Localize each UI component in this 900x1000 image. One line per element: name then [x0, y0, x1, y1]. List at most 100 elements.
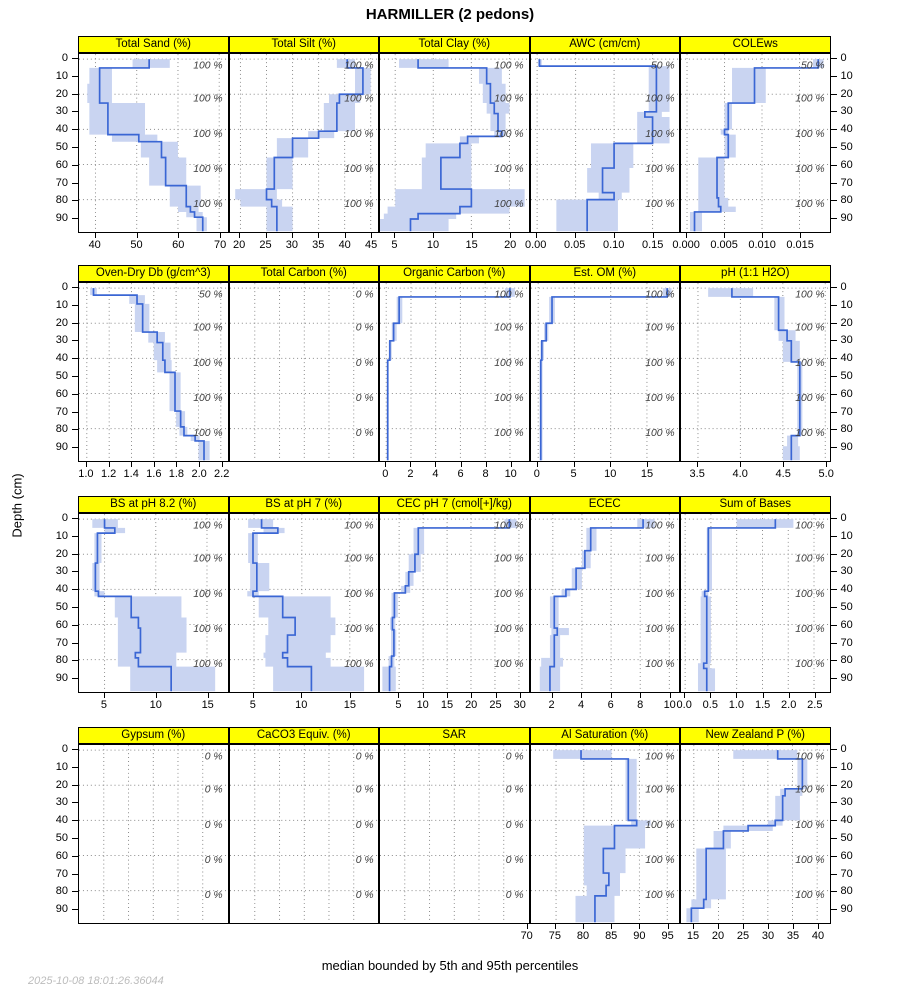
percentile-band: [539, 288, 672, 461]
depth-tick-label-right: 60: [840, 387, 853, 400]
depth-tick-label-left: 40: [55, 352, 68, 365]
depth-tick-left: [72, 376, 78, 377]
depth-tick-label-left: 90: [55, 441, 68, 454]
x-axis-tick-label: 2: [407, 468, 414, 480]
x-axis-tick-label: 15: [640, 468, 654, 480]
depth-tick-right: [830, 749, 837, 750]
depth-tick-right: [830, 447, 837, 449]
depth-tick-right: [830, 93, 837, 95]
x-axis-tick: [349, 693, 351, 698]
depth-tick-label-right: 10: [840, 298, 853, 311]
depth-tick-left: [72, 411, 78, 413]
depth-tick-label-left: 20: [55, 316, 68, 329]
contributing-pct-label: 0 %: [205, 855, 223, 866]
contributing-pct-label: 100 %: [193, 589, 222, 600]
median-line: [265, 59, 364, 232]
depth-tick-left: [72, 678, 78, 680]
x-axis-tick: [783, 462, 785, 467]
depth-tick-label-left: 30: [55, 334, 68, 347]
chart-title: HARMILLER (2 pedons): [365, 6, 535, 23]
x-axis-tick-label: 40: [811, 930, 825, 942]
x-axis-tick: [207, 693, 209, 698]
contributing-pct-label: 100 %: [645, 323, 674, 334]
panel-strip-sum-of-bases: Sum of Bases: [680, 496, 831, 513]
panel-strip-caco3-equiv: CaCO3 Equiv. (%): [228, 727, 379, 744]
profile-panel-oven-dry-db-g-cm-3: 50 % 100 % 100 % 100 % 100 %: [78, 282, 229, 462]
x-axis-tick: [574, 233, 576, 238]
depth-tick-label-right: 10: [840, 760, 853, 773]
depth-tick-left: [72, 749, 78, 750]
contributing-pct-label: 100 %: [645, 785, 674, 796]
contributing-pct-label: 100 %: [193, 199, 222, 210]
depth-tick-left: [72, 322, 78, 324]
x-axis-tick-label: 20: [232, 239, 246, 251]
contributing-pct-label: 100 %: [795, 393, 824, 404]
x-axis-tick-label: 0: [382, 468, 389, 480]
panel-strip-cec-ph-7-cmol-kg: CEC pH 7 (cmol[+]/kg): [379, 496, 530, 513]
x-axis-tick-label: 60: [172, 239, 185, 251]
x-axis-tick-label: 35: [786, 930, 800, 942]
depth-tick-label-left: 90: [55, 212, 68, 225]
x-axis-tick: [724, 233, 726, 238]
contributing-pct-label: 100 %: [193, 323, 222, 334]
contributing-pct-label: 0 %: [355, 751, 373, 762]
contributing-pct-label: 100 %: [645, 659, 674, 670]
x-axis-tick: [155, 693, 157, 698]
contributing-pct-label: 100 %: [795, 428, 824, 439]
contributing-pct-label: 100 %: [795, 820, 824, 831]
x-axis-tick: [814, 693, 816, 698]
x-axis-tick-label: 15: [465, 239, 478, 251]
contributing-pct-label: 0 %: [355, 323, 373, 334]
depth-tick-right: [830, 660, 837, 662]
x-axis-tick: [301, 693, 303, 698]
x-axis-tick-label: 10: [663, 699, 676, 711]
profile-panel-ecec: 100 % 100 % 100 % 100 % 100 %: [529, 513, 680, 693]
x-axis-tick: [371, 233, 373, 238]
x-axis-tick-label: 0.0: [676, 699, 692, 711]
percentile-band: [686, 750, 808, 923]
contributing-pct-label: 50 %: [199, 289, 223, 300]
depth-tick-right: [830, 358, 837, 360]
profile-panel-total-sand: 100 % 100 % 100 % 100 % 100 %: [78, 53, 229, 233]
contributing-pct-label: 100 %: [645, 94, 674, 105]
x-axis-tick-label: 8: [637, 699, 644, 711]
depth-tick-left: [72, 447, 78, 449]
median-line: [388, 519, 511, 692]
depth-tick-label-left: 70: [55, 867, 68, 880]
profile-panel-new-zealand-p: 100 % 100 % 100 % 100 % 100 %: [680, 744, 831, 924]
depth-tick-left: [72, 802, 78, 804]
depth-tick-left: [72, 642, 78, 644]
depth-tick-right: [830, 802, 837, 804]
x-axis-tick-label: 2.0: [191, 468, 207, 480]
depth-tick-right: [830, 766, 837, 768]
panel-strip-bs-at-ph-8-2: BS at pH 8.2 (%): [78, 496, 229, 513]
depth-tick-right: [830, 75, 837, 77]
depth-tick-right: [830, 535, 837, 537]
contributing-pct-label: 100 %: [795, 164, 824, 175]
contributing-pct-label: 0 %: [506, 820, 524, 831]
percentile-band: [539, 519, 655, 692]
depth-tick-right: [830, 784, 837, 786]
depth-tick-label-right: 20: [840, 316, 853, 329]
contributing-pct-label: 0 %: [506, 785, 524, 796]
depth-tick-label-right: 0: [840, 743, 847, 755]
depth-tick-label-left: 10: [55, 760, 68, 773]
depth-tick-right: [830, 287, 837, 288]
x-axis-tick-label: 1.2: [100, 468, 117, 480]
contributing-pct-label: 100 %: [795, 554, 824, 565]
x-axis-tick-label: 85: [605, 930, 618, 942]
depth-tick-right: [830, 304, 837, 306]
x-axis-tick-label: 20: [711, 930, 725, 942]
x-axis-tick-label: 45: [364, 239, 378, 251]
contributing-pct-label: 100 %: [795, 289, 824, 300]
x-axis-tick: [510, 233, 512, 238]
depth-tick-label-left: 80: [55, 885, 68, 898]
x-axis-tick-label: 5: [570, 468, 577, 480]
profile-panel-bs-at-ph-7: 100 % 100 % 100 % 100 % 100 %: [228, 513, 379, 693]
median-line: [386, 288, 511, 461]
x-axis-tick: [131, 462, 133, 467]
x-axis-tick-label: 1.0: [728, 699, 745, 711]
median-line: [539, 288, 668, 461]
depth-tick-left: [72, 358, 78, 360]
median-line: [731, 288, 801, 461]
